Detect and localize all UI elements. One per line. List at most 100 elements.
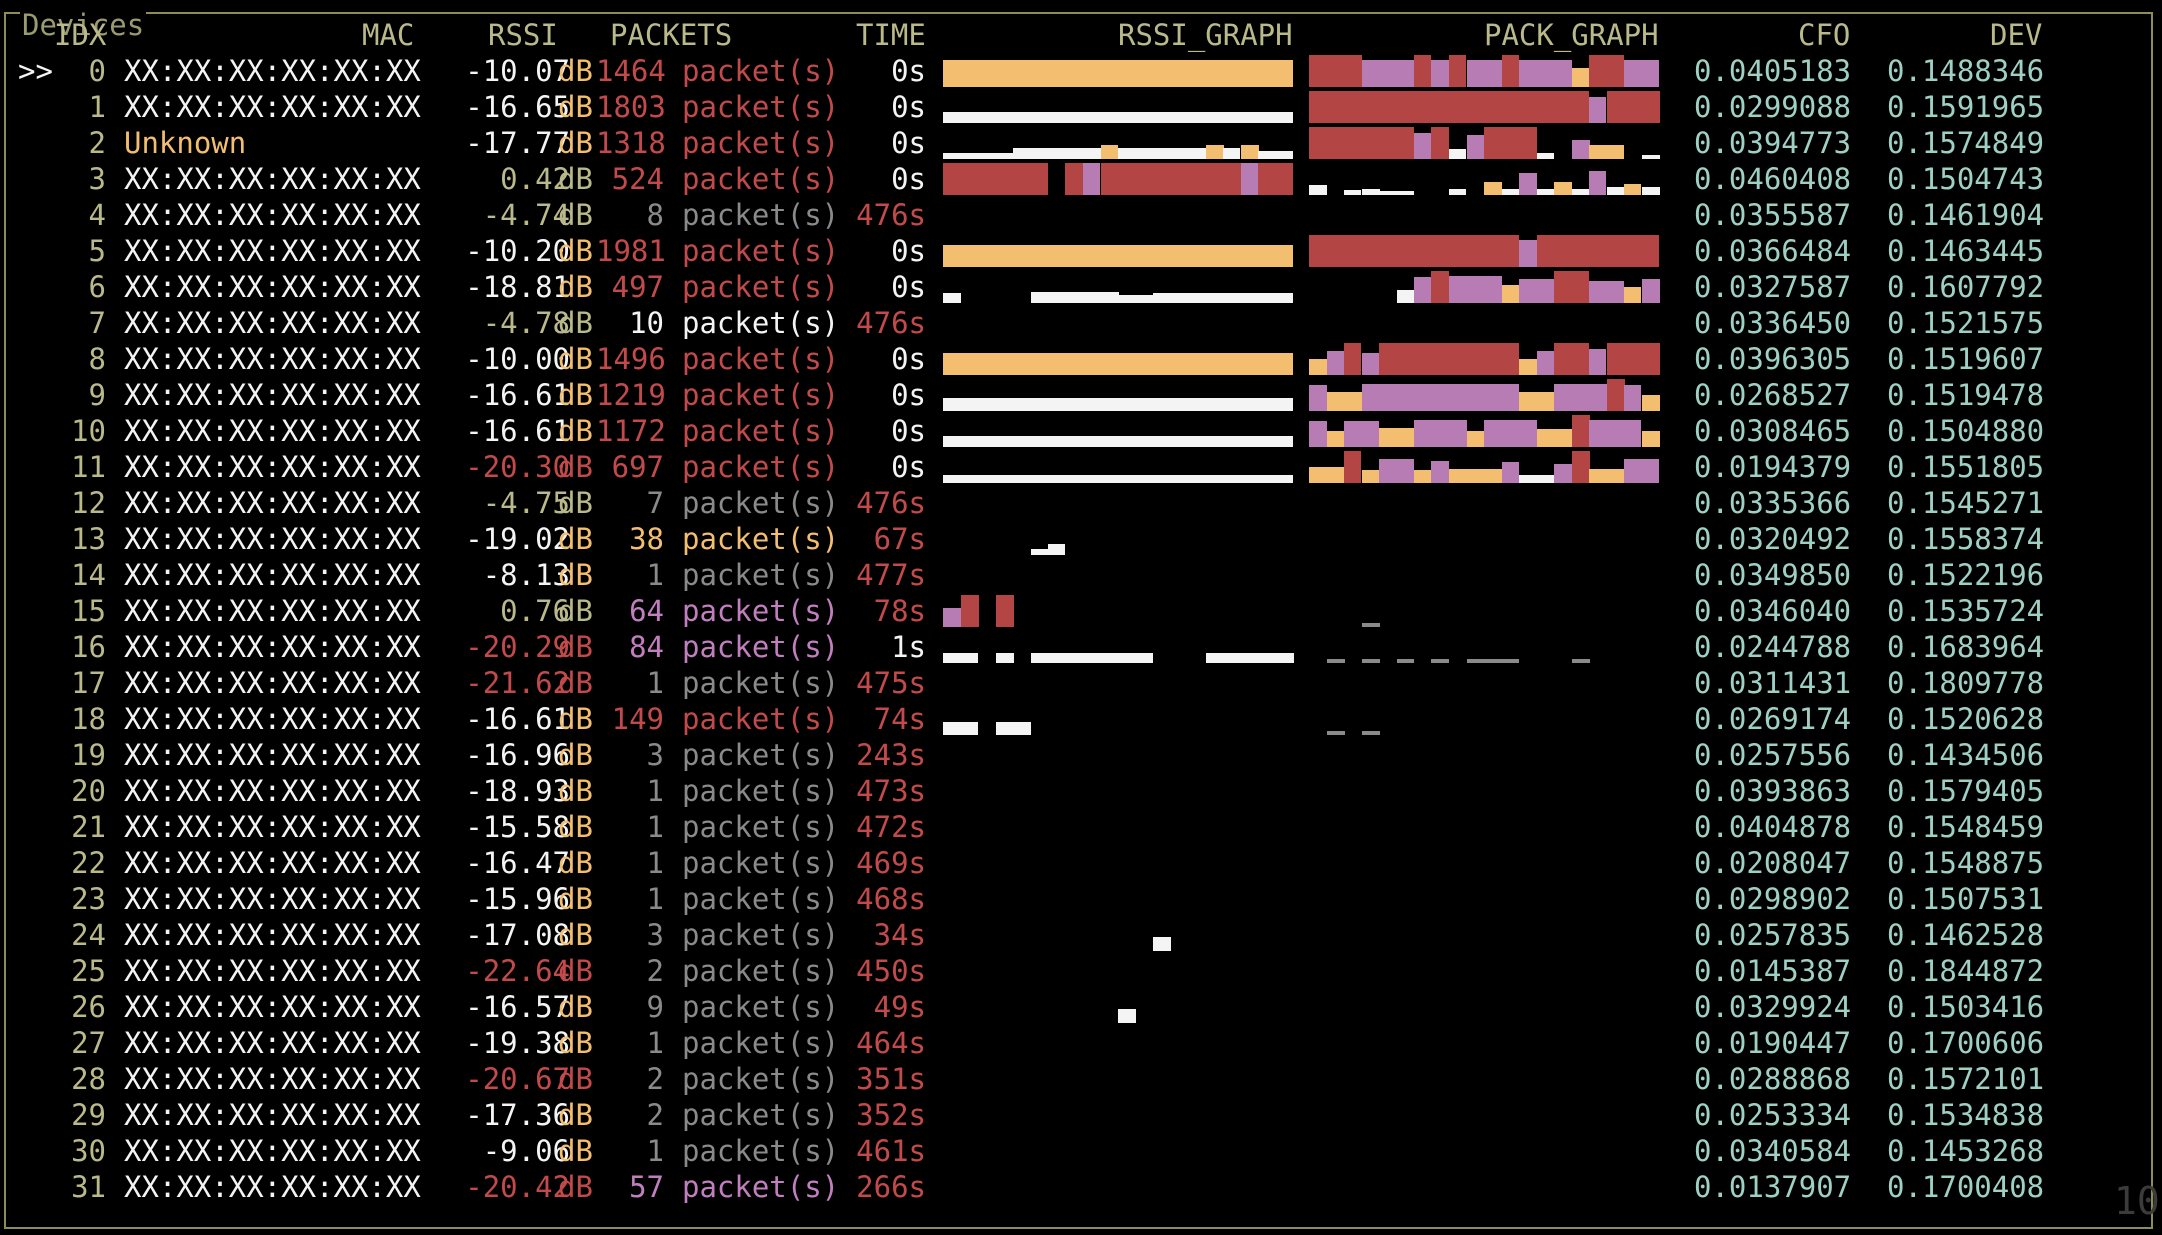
- table-row[interactable]: 12 XX:XX:XX:XX:XX:XX -4.75 dB 7 packet(s) 476s…: [0, 485, 2162, 521]
- device-mac: XX:XX:XX:XX:XX:XX: [124, 198, 421, 232]
- device-mac: XX:XX:XX:XX:XX:XX: [124, 738, 421, 772]
- packet-count: 1: [646, 1134, 664, 1168]
- last-seen-time: 351s: [856, 1062, 926, 1096]
- device-rssi: -10.20: [465, 234, 570, 268]
- packet-count: 149: [611, 702, 664, 736]
- rssi-unit: dB: [558, 990, 593, 1024]
- header-mac[interactable]: MAC: [362, 18, 415, 52]
- table-row[interactable]: 1 XX:XX:XX:XX:XX:XX -16.65 dB 1803 packet(s) 0…: [0, 89, 2162, 125]
- table-row[interactable]: 14 XX:XX:XX:XX:XX:XX -8.13 dB 1 packet(s) 477s…: [0, 557, 2162, 593]
- packet-count: 1: [646, 774, 664, 808]
- table-row[interactable]: 30 XX:XX:XX:XX:XX:XX -9.06 dB 1 packet(s) 461s…: [0, 1133, 2162, 1169]
- rssi-unit: dB: [558, 810, 593, 844]
- sparkline-bar: [1484, 182, 1502, 195]
- table-row[interactable]: 28 XX:XX:XX:XX:XX:XX -20.67 dB 2 packet(s) 351…: [0, 1061, 2162, 1097]
- rssi-sparkline: [943, 665, 1293, 701]
- device-mac: XX:XX:XX:XX:XX:XX: [124, 90, 421, 124]
- table-row[interactable]: 24 XX:XX:XX:XX:XX:XX -17.08 dB 3 packet(s) 34s…: [0, 917, 2162, 953]
- device-dev: 0.1462528: [1887, 918, 2045, 952]
- device-idx: 1: [88, 90, 106, 124]
- header-pack-graph[interactable]: PACK_GRAPH: [1484, 18, 1659, 52]
- table-row[interactable]: 26 XX:XX:XX:XX:XX:XX -16.57 dB 9 packet(s) 49s…: [0, 989, 2162, 1025]
- rssi-sparkline: [943, 233, 1293, 269]
- table-row[interactable]: 11 XX:XX:XX:XX:XX:XX -20.30 dB 697 packet(s) 0…: [0, 449, 2162, 485]
- table-row[interactable]: 22 XX:XX:XX:XX:XX:XX -16.47 dB 1 packet(s) 469…: [0, 845, 2162, 881]
- header-dev[interactable]: DEV: [1990, 18, 2043, 52]
- table-row[interactable]: 5 XX:XX:XX:XX:XX:XX -10.20 dB 1981 packet(s) 0…: [0, 233, 2162, 269]
- device-rssi: -17.36: [465, 1098, 570, 1132]
- device-idx: 7: [88, 306, 106, 340]
- sparkline-bar: [1554, 343, 1589, 375]
- device-mac: XX:XX:XX:XX:XX:XX: [124, 1026, 421, 1060]
- sparkline-bar: [1624, 459, 1659, 483]
- packet-sparkline: [1309, 377, 1660, 413]
- table-row[interactable]: 4 XX:XX:XX:XX:XX:XX -4.74 dB 8 packet(s) 476s 0…: [0, 197, 2162, 233]
- packet-unit: packet(s): [682, 54, 840, 88]
- table-row[interactable]: 7 XX:XX:XX:XX:XX:XX -4.78 dB 10 packet(s) 476s…: [0, 305, 2162, 341]
- sparkline-bar: [1327, 431, 1345, 447]
- sparkline-bar: [1101, 145, 1118, 159]
- device-mac: XX:XX:XX:XX:XX:XX: [124, 486, 421, 520]
- sparkline-bar: [1589, 55, 1624, 87]
- table-row[interactable]: 27 XX:XX:XX:XX:XX:XX -19.38 dB 1 packet(s) 464…: [0, 1025, 2162, 1061]
- header-time[interactable]: TIME: [856, 18, 926, 52]
- packet-unit: packet(s): [682, 1026, 840, 1060]
- device-rssi: -19.38: [465, 1026, 570, 1060]
- sparkline-bar: [1624, 60, 1659, 87]
- rssi-sparkline: [943, 593, 1293, 629]
- last-seen-time: 266s: [856, 1170, 926, 1204]
- sparkline-bar: [1519, 60, 1572, 87]
- device-rssi: -22.64: [465, 954, 570, 988]
- device-mac: XX:XX:XX:XX:XX:XX: [124, 954, 421, 988]
- sparkline-bar: [943, 722, 978, 735]
- table-row[interactable]: 18 XX:XX:XX:XX:XX:XX -16.61 dB 149 packet(s) 7…: [0, 701, 2162, 737]
- table-row[interactable]: 20 XX:XX:XX:XX:XX:XX -18.93 dB 1 packet(s) 473…: [0, 773, 2162, 809]
- table-row[interactable]: 3 XX:XX:XX:XX:XX:XX 0.42 dB 524 packet(s) 0s 0.…: [0, 161, 2162, 197]
- packet-count: 10: [629, 306, 664, 340]
- sparkline-bar: [1379, 459, 1414, 483]
- device-rssi: -20.30: [465, 450, 570, 484]
- device-dev: 0.1558374: [1887, 522, 2045, 556]
- sparkline-bar: [1431, 659, 1449, 663]
- sparkline-bar: [1083, 163, 1100, 195]
- rssi-unit: dB: [558, 774, 593, 808]
- table-row[interactable]: 8 XX:XX:XX:XX:XX:XX -10.00 dB 1496 packet(s) 0…: [0, 341, 2162, 377]
- header-cfo[interactable]: CFO: [1798, 18, 1851, 52]
- table-row[interactable]: 19 XX:XX:XX:XX:XX:XX -16.96 dB 3 packet(s) 243…: [0, 737, 2162, 773]
- packet-sparkline: [1309, 341, 1660, 377]
- sparkline-bar: [1048, 544, 1065, 555]
- header-packets[interactable]: PACKETS: [610, 18, 733, 52]
- device-mac: XX:XX:XX:XX:XX:XX: [124, 54, 421, 88]
- sparkline-bar: [1327, 351, 1345, 375]
- table-row[interactable]: 29 XX:XX:XX:XX:XX:XX -17.36 dB 2 packet(s) 352…: [0, 1097, 2162, 1133]
- table-row[interactable]: 31 XX:XX:XX:XX:XX:XX -20.42 dB 57 packet(s) 26…: [0, 1169, 2162, 1205]
- table-row[interactable]: 25 XX:XX:XX:XX:XX:XX -22.64 dB 2 packet(s) 450…: [0, 953, 2162, 989]
- table-row[interactable]: 2 Unknown -17.77 dB 1318 packet(s) 0s 0.0394773…: [0, 125, 2162, 161]
- packet-unit: packet(s): [682, 558, 840, 592]
- table-row[interactable]: 9 XX:XX:XX:XX:XX:XX -16.61 dB 1219 packet(s) 0…: [0, 377, 2162, 413]
- device-rssi: -18.81: [465, 270, 570, 304]
- packet-sparkline: [1309, 125, 1660, 161]
- device-rssi: 0.76: [500, 594, 570, 628]
- table-row[interactable]: 15 XX:XX:XX:XX:XX:XX 0.76 dB 64 packet(s) 78s 0…: [0, 593, 2162, 629]
- sparkline-bar: [1397, 659, 1414, 663]
- sparkline-bar: [1607, 91, 1660, 123]
- sparkline-bar: [1362, 659, 1380, 663]
- table-row[interactable]: 6 XX:XX:XX:XX:XX:XX -18.81 dB 497 packet(s) 0s…: [0, 269, 2162, 305]
- table-row[interactable]: 13 XX:XX:XX:XX:XX:XX -19.02 dB 38 packet(s) 67…: [0, 521, 2162, 557]
- table-row[interactable]: >> 0 XX:XX:XX:XX:XX:XX -10.07 dB 1464 packet(s…: [0, 53, 2162, 89]
- packet-count: 1: [646, 810, 664, 844]
- table-row[interactable]: 16 XX:XX:XX:XX:XX:XX -20.29 dB 84 packet(s) 1s…: [0, 629, 2162, 665]
- table-row[interactable]: 21 XX:XX:XX:XX:XX:XX -15.58 dB 1 packet(s) 472…: [0, 809, 2162, 845]
- table-row[interactable]: 10 XX:XX:XX:XX:XX:XX -16.61 dB 1172 packet(s)…: [0, 413, 2162, 449]
- table-row[interactable]: 17 XX:XX:XX:XX:XX:XX -21.62 dB 1 packet(s) 475…: [0, 665, 2162, 701]
- table-row[interactable]: 23 XX:XX:XX:XX:XX:XX -15.96 dB 1 packet(s) 468…: [0, 881, 2162, 917]
- header-rssi[interactable]: RSSI: [488, 18, 558, 52]
- rssi-sparkline: [943, 269, 1293, 305]
- header-idx[interactable]: IDX: [54, 18, 107, 52]
- packet-sparkline: [1309, 305, 1659, 341]
- header-rssi-graph[interactable]: RSSI_GRAPH: [1118, 18, 1293, 52]
- sparkline-bar: [1572, 140, 1590, 159]
- rssi-sparkline: [943, 197, 1293, 233]
- packet-count: 1496: [596, 342, 666, 376]
